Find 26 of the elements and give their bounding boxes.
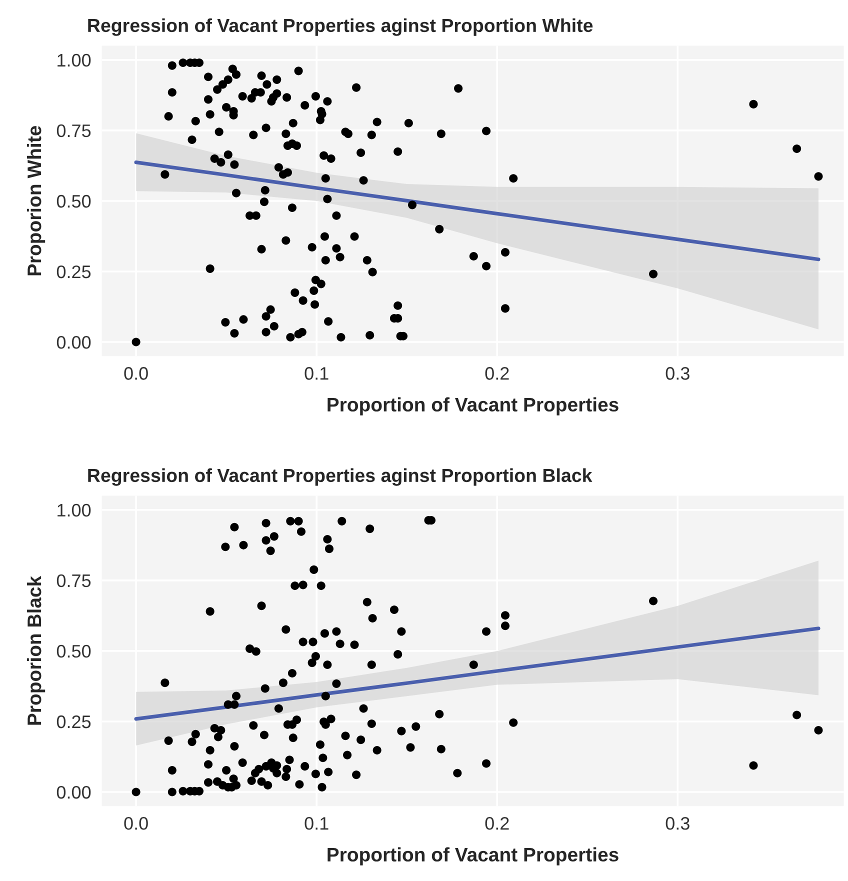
y-tick-label: 0.25 [56,715,91,728]
x-tick-label: 0.0 [124,367,148,380]
y-tick-label: 0.25 [56,265,91,278]
y-tick-label: 0.00 [56,786,91,799]
y-tick-label: 0.50 [56,644,91,658]
y-tick-label: 0.50 [56,194,91,208]
y-axis-title: Proporion White [26,126,46,276]
y-tick-label: 0.75 [56,124,91,138]
x-tick-label: 0.3 [666,367,690,380]
y-tick-label: 1.00 [58,54,91,67]
y-tick-label: 0.75 [56,574,91,588]
x-tick-label: 0.3 [666,817,690,830]
y-tick-label: 0.00 [56,336,91,349]
x-tick-label: 0.1 [304,367,328,380]
x-tick-label: 0.2 [485,367,509,380]
line-series [134,160,820,262]
x-tick-label: 0.2 [485,817,509,830]
y-tick-label: 1.00 [58,504,91,517]
x-tick-label: 0.0 [124,817,148,830]
line-series [134,626,820,721]
x-axis-title: Proportion of Vacant Properties [328,847,618,866]
chart-title: Regression of Vacant Properties aginst Proportion White [88,18,593,36]
y-axis-title: Proporion Black [26,576,46,725]
x-axis-title: Proportion of Vacant Properties [328,397,618,416]
x-tick-label: 0.1 [304,817,328,830]
chart-title: Regression of Vacant Properties aginst Proportion Black [88,468,592,486]
